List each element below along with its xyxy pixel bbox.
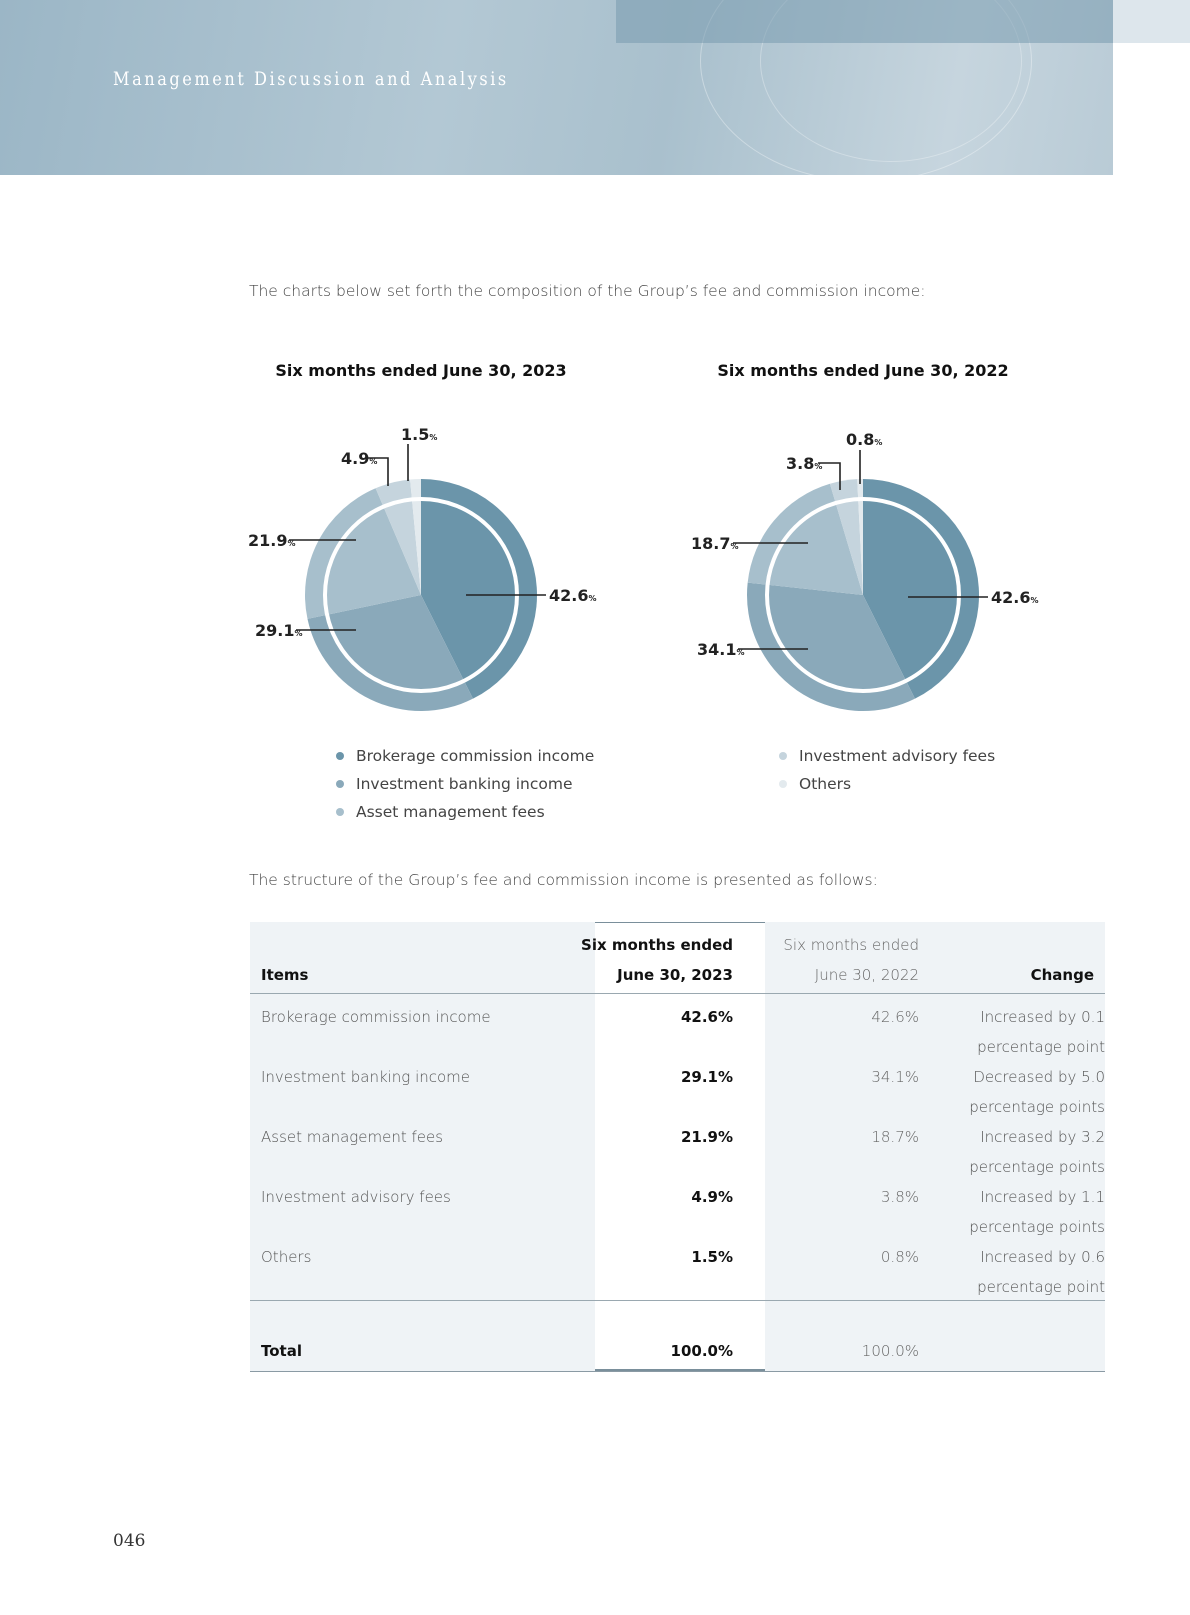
row-item: Others xyxy=(261,1248,312,1266)
header-2023-line1: Six months ended xyxy=(581,936,733,954)
row-2022: 42.6% xyxy=(871,1008,919,1026)
row-2023: 21.9% xyxy=(680,1128,733,1146)
row-change: Increased by 3.2 xyxy=(980,1128,1105,1146)
row-change: Increased by 0.6 xyxy=(980,1248,1105,1266)
legend-label: Investment advisory fees xyxy=(799,747,996,765)
chart-title-2022: Six months ended June 30, 2022 xyxy=(717,361,1009,380)
current-period-column xyxy=(595,922,765,1371)
total-label: Total xyxy=(261,1342,302,1360)
header-2023-line2: June 30, 2023 xyxy=(617,966,733,984)
row-change-cont: percentage point xyxy=(977,1038,1105,1056)
legend-dot-icon xyxy=(779,752,787,760)
data-label: 42.6% xyxy=(991,588,1039,607)
intro-text: The charts below set forth the compositi… xyxy=(249,282,926,300)
legend-item: Investment advisory fees xyxy=(779,742,995,770)
header-2022-line1: Six months ended xyxy=(783,936,919,954)
income-structure-table: Items Six months ended June 30, 2023 Six… xyxy=(250,922,1105,1372)
data-label: 0.8% xyxy=(846,430,882,449)
total-2022: 100.0% xyxy=(861,1342,919,1360)
pie-slice-4 xyxy=(829,479,863,595)
header-banner: Management Discussion and Analysis xyxy=(0,0,1113,182)
legend-item: Asset management fees xyxy=(336,798,594,826)
pie-slice-5 xyxy=(857,479,863,595)
legend-item: Others xyxy=(779,770,995,798)
row-2022: 0.8% xyxy=(880,1248,919,1266)
pie-slice-1 xyxy=(421,479,537,699)
header-items: Items xyxy=(261,966,309,984)
row-item: Brokerage commission income xyxy=(261,1008,491,1026)
legend-label: Brokerage commission income xyxy=(356,747,595,765)
header-change: Change xyxy=(1030,966,1094,984)
legend-item: Investment banking income xyxy=(336,770,594,798)
row-2022: 3.8% xyxy=(880,1188,919,1206)
pie-slice-3 xyxy=(305,488,421,619)
row-change-cont: percentage points xyxy=(969,1218,1105,1236)
row-change-cont: percentage points xyxy=(969,1098,1105,1116)
total-divider xyxy=(250,1300,1105,1301)
legend-left: Brokerage commission income Investment b… xyxy=(336,742,594,826)
page-number: 046 xyxy=(113,1531,146,1551)
pie-slice-4 xyxy=(375,479,421,595)
pie-slice-2 xyxy=(307,595,474,711)
pie-chart-2023: 42.6% 29.1% 21.9% 4.9% 1.5% xyxy=(248,425,597,711)
leader-line xyxy=(818,462,841,490)
chart-title-2023: Six months ended June 30, 2023 xyxy=(275,361,567,380)
legend-label: Others xyxy=(799,775,852,793)
pie-slice-5 xyxy=(410,479,421,595)
row-change: Increased by 0.1 xyxy=(980,1008,1105,1026)
legend-label: Investment banking income xyxy=(356,775,573,793)
legend-dot-icon xyxy=(779,780,787,788)
row-2023: 29.1% xyxy=(680,1068,733,1086)
banner-corner xyxy=(1113,0,1190,43)
row-2023: 1.5% xyxy=(691,1248,733,1266)
row-2022: 18.7% xyxy=(871,1128,919,1146)
header-2022-line2: June 30, 2022 xyxy=(814,966,919,984)
pie-slice-2 xyxy=(747,582,916,711)
row-2022: 34.1% xyxy=(871,1068,919,1086)
data-label: 29.1% xyxy=(255,621,303,640)
total-2023: 100.0% xyxy=(670,1342,733,1360)
row-2023: 4.9% xyxy=(691,1188,733,1206)
section-title: Management Discussion and Analysis xyxy=(113,68,509,90)
legend-dot-icon xyxy=(336,808,344,816)
row-2023: 42.6% xyxy=(680,1008,733,1026)
leader-lines xyxy=(289,444,546,631)
header-divider xyxy=(250,993,1105,994)
pie-slice-3 xyxy=(747,483,863,595)
data-label: 21.9% xyxy=(248,531,296,550)
pie-slice-1 xyxy=(863,479,979,699)
structure-text: The structure of the Group’s fee and com… xyxy=(249,871,878,889)
row-change-cont: percentage points xyxy=(969,1158,1105,1176)
legend-dot-icon xyxy=(336,780,344,788)
leader-line xyxy=(368,457,389,486)
data-label: 3.8% xyxy=(786,454,822,473)
legend-item: Brokerage commission income xyxy=(336,742,594,770)
data-label: 34.1% xyxy=(697,640,745,659)
data-label: 1.5% xyxy=(401,425,437,444)
legend-right: Investment advisory fees Others xyxy=(779,742,995,798)
legend-dot-icon xyxy=(336,752,344,760)
row-change: Decreased by 5.0 xyxy=(973,1068,1105,1086)
row-change: Increased by 1.1 xyxy=(980,1188,1105,1206)
leader-lines xyxy=(733,450,988,650)
data-label: 42.6% xyxy=(549,586,597,605)
row-change-cont: percentage point xyxy=(977,1278,1105,1296)
row-item: Investment banking income xyxy=(261,1068,471,1086)
row-item: Investment advisory fees xyxy=(261,1188,451,1206)
data-label: 4.9% xyxy=(341,449,377,468)
ring-divider xyxy=(765,497,961,693)
banner-block xyxy=(616,0,1113,43)
row-item: Asset management fees xyxy=(261,1128,444,1146)
legend-label: Asset management fees xyxy=(356,803,545,821)
pie-chart-2022: 42.6% 34.1% 18.7% 3.8% 0.8% xyxy=(691,430,1039,711)
data-label: 18.7% xyxy=(691,534,739,553)
